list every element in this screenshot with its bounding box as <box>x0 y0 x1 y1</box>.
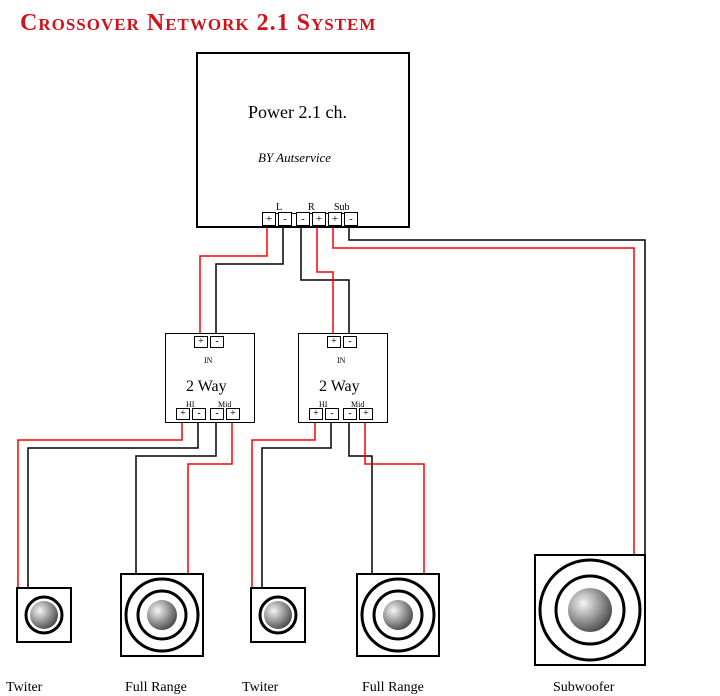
crossover-title: 2 Way <box>319 378 360 396</box>
wire-neg-5 <box>349 224 645 590</box>
wire-pos-6 <box>18 421 182 590</box>
twiter-l-dustcap <box>30 601 58 629</box>
twiter-l-label: Twiter <box>6 680 42 696</box>
wire-neg-12 <box>349 421 372 574</box>
amp-title: Power 2.1 ch. <box>248 102 347 123</box>
fullrange-r-dustcap <box>383 600 413 630</box>
amp-terminal: - <box>296 212 310 226</box>
crossover-out-terminal: + <box>226 408 240 420</box>
crossover-in-terminal: + <box>194 336 208 348</box>
crossover-in-label: IN <box>337 356 345 365</box>
wire-pos-3 <box>317 224 333 334</box>
crossover-in-terminal: - <box>210 336 224 348</box>
subwoofer-label: Subwoofer <box>553 680 614 696</box>
crossover-out-terminal: - <box>343 408 357 420</box>
wire-pos-9 <box>188 421 232 574</box>
fullrange-l-label: Full Range <box>125 680 187 696</box>
crossover-in-terminal: + <box>327 336 341 348</box>
wire-pos-13 <box>365 421 424 574</box>
amp-terminal: - <box>344 212 358 226</box>
amp-terminal: + <box>312 212 326 226</box>
wire-neg-2 <box>301 224 349 334</box>
subwoofer-dustcap <box>568 588 612 632</box>
crossover-out-terminal: + <box>176 408 190 420</box>
crossover-in-label: IN <box>204 356 212 365</box>
crossover-in-terminal: - <box>343 336 357 348</box>
crossover-out-terminal: + <box>309 408 323 420</box>
wire-neg-11 <box>262 421 331 602</box>
crossover-out-terminal: - <box>210 408 224 420</box>
amplifier-box: Power 2.1 ch.BY AutserviceLRSub+--++- <box>196 52 410 228</box>
diagram-stage: Crossover Network 2.1 SystemPower 2.1 ch… <box>0 0 720 695</box>
xover-left: 2 WayINHIMid+-+--+ <box>165 333 255 423</box>
twiter-r-label: Twiter <box>242 680 278 696</box>
crossover-out-terminal: - <box>192 408 206 420</box>
crossover-out-terminal: - <box>325 408 339 420</box>
crossover-title: 2 Way <box>186 378 227 396</box>
crossover-out-terminal: + <box>359 408 373 420</box>
wire-neg-1 <box>216 224 283 334</box>
twiter-r-dustcap <box>264 601 292 629</box>
amp-terminal: + <box>262 212 276 226</box>
xover-right: 2 WayINHIMid+-+--+ <box>298 333 388 423</box>
fullrange-l-dustcap <box>147 600 177 630</box>
amp-terminal: + <box>328 212 342 226</box>
fullrange-r-label: Full Range <box>362 680 424 696</box>
amp-terminal: - <box>278 212 292 226</box>
wire-neg-8 <box>136 421 216 574</box>
amp-subtitle: BY Autservice <box>258 150 331 166</box>
wire-pos-0 <box>200 224 267 334</box>
